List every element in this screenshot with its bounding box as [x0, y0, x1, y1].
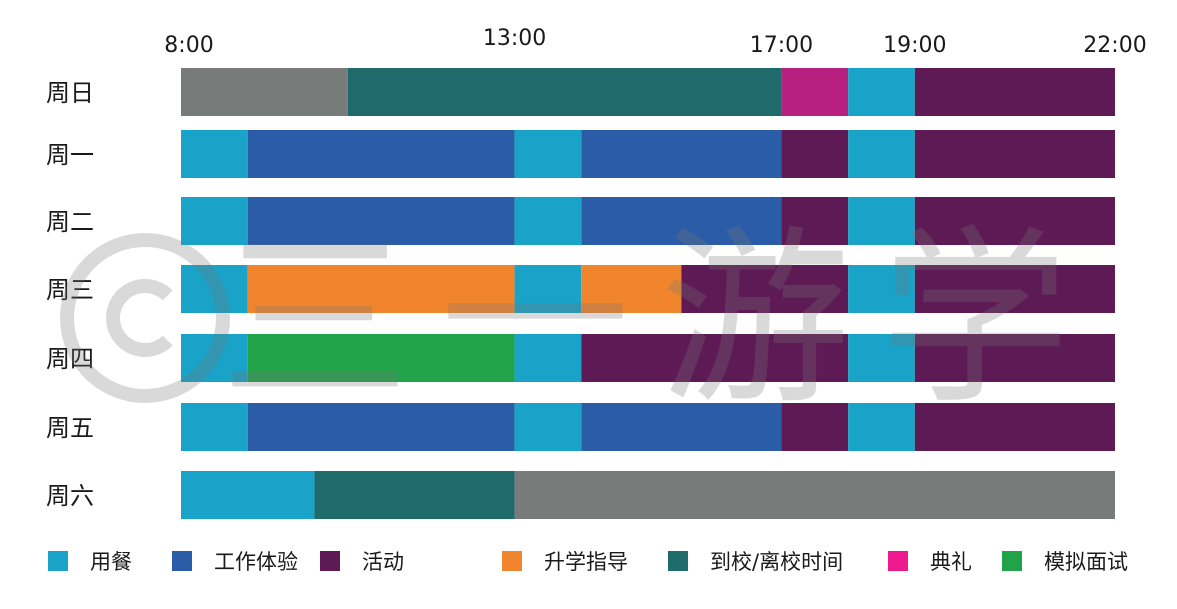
legend-label-meal: 用餐	[90, 550, 132, 574]
bar-segment-meal	[848, 334, 915, 382]
legend-item-guidance: 升学指导	[502, 546, 628, 576]
bar-segment-meal	[514, 265, 582, 313]
bar-segment-meal	[848, 265, 915, 313]
x-tick-label: 22:00	[1083, 33, 1146, 58]
legend-label-interview: 模拟面试	[1044, 550, 1128, 574]
bar-segment-activity	[914, 403, 1115, 451]
bar-segment-activity	[914, 265, 1115, 313]
bar-segment-meal	[181, 130, 248, 178]
legend: 用餐 工作体验 活动 升学指导 到校/离校时间 典礼 模拟面试	[48, 546, 1158, 578]
row-label: 周一	[46, 141, 94, 169]
legend-swatch-guidance	[502, 551, 522, 571]
legend-swatch-transit	[668, 551, 688, 571]
legend-item-meal: 用餐	[48, 546, 132, 576]
bar-segment-guidance	[247, 265, 515, 313]
bar-segment-meal	[848, 403, 915, 451]
bar-segment-meal	[181, 403, 248, 451]
legend-item-transit: 到校/离校时间	[668, 546, 843, 576]
bar-segment-activity	[781, 130, 849, 178]
legend-label-transit: 到校/离校时间	[710, 550, 844, 574]
bars	[181, 68, 1115, 519]
bar-segment-meal	[848, 130, 915, 178]
bar-segment-activity	[914, 68, 1115, 116]
bar-segment-meal	[181, 265, 248, 313]
bar-segment-transit	[347, 68, 782, 116]
bar-segment-guidance	[581, 265, 682, 313]
bar-segment-work	[247, 197, 515, 245]
bar-segment-activity	[781, 197, 849, 245]
bar-segment-work	[581, 197, 782, 245]
bar-segment-activity	[914, 197, 1115, 245]
legend-swatch-work	[172, 551, 192, 571]
legend-label-work: 工作体验	[214, 550, 298, 574]
bar-segment-activity	[781, 403, 849, 451]
x-tick-label: 8:00	[164, 33, 213, 58]
bar-segment-work	[581, 403, 782, 451]
legend-swatch-ceremony	[888, 551, 908, 571]
legend-swatch-meal	[48, 551, 68, 571]
bar-segment-work	[247, 403, 515, 451]
bar-segment-meal	[848, 197, 915, 245]
bar-segment-work	[581, 130, 782, 178]
bar-segment-activity	[581, 334, 849, 382]
bar-segment-activity	[681, 265, 849, 313]
x-tick-label: 13:00	[483, 26, 546, 51]
bar-segment-meal	[514, 334, 582, 382]
bar-segment-meal	[181, 471, 315, 519]
row-label: 周三	[46, 276, 94, 304]
x-axis-ticks: 8:00 13:00 17:00 19:00 22:00	[164, 26, 1146, 58]
x-tick-label: 19:00	[883, 33, 946, 58]
bar-segment-none	[181, 68, 348, 116]
row-label: 周五	[46, 414, 94, 442]
legend-item-work: 工作体验	[172, 546, 298, 576]
bar-segment-ceremony	[781, 68, 849, 116]
legend-item-interview: 模拟面试	[1002, 546, 1128, 576]
legend-item-ceremony: 典礼	[888, 546, 972, 576]
bar-segment-activity	[914, 334, 1115, 382]
bar-segment-transit	[314, 471, 515, 519]
legend-swatch-interview	[1002, 551, 1022, 571]
bar-segment-meal	[514, 403, 582, 451]
legend-label-guidance: 升学指导	[544, 550, 628, 574]
bar-segment-interview	[247, 334, 515, 382]
legend-swatch-activity	[320, 551, 340, 571]
bar-segment-work	[247, 130, 515, 178]
bar-segment-meal	[181, 197, 248, 245]
legend-label-ceremony: 典礼	[930, 550, 972, 574]
bar-segment-meal	[514, 197, 582, 245]
legend-item-activity: 活动	[320, 546, 404, 576]
bar-segment-none	[514, 471, 1115, 519]
bar-segment-activity	[914, 130, 1115, 178]
bar-segment-meal	[848, 68, 915, 116]
row-label: 周二	[46, 208, 94, 236]
row-label: 周四	[46, 345, 94, 373]
legend-label-activity: 活动	[362, 550, 404, 574]
row-label: 周六	[46, 482, 94, 510]
x-tick-label: 17:00	[750, 33, 813, 58]
bar-segment-meal	[181, 334, 248, 382]
bar-segment-meal	[514, 130, 582, 178]
row-label: 周日	[46, 79, 94, 107]
